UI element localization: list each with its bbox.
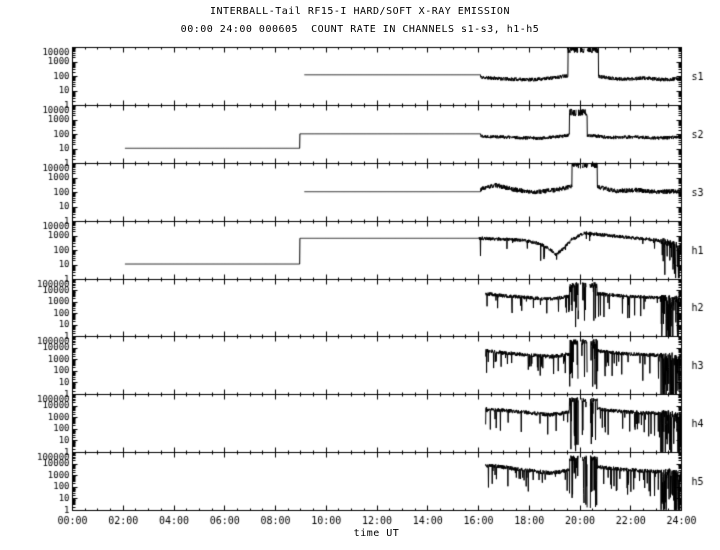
x-axis-label: time UT <box>353 528 400 539</box>
chart-subtitle: 00:00 24:00 000605 COUNT RATE IN CHANNEL… <box>180 24 540 35</box>
chart-title: INTERBALL-Tail RF15-I HARD/SOFT X-RAY EM… <box>210 6 510 17</box>
